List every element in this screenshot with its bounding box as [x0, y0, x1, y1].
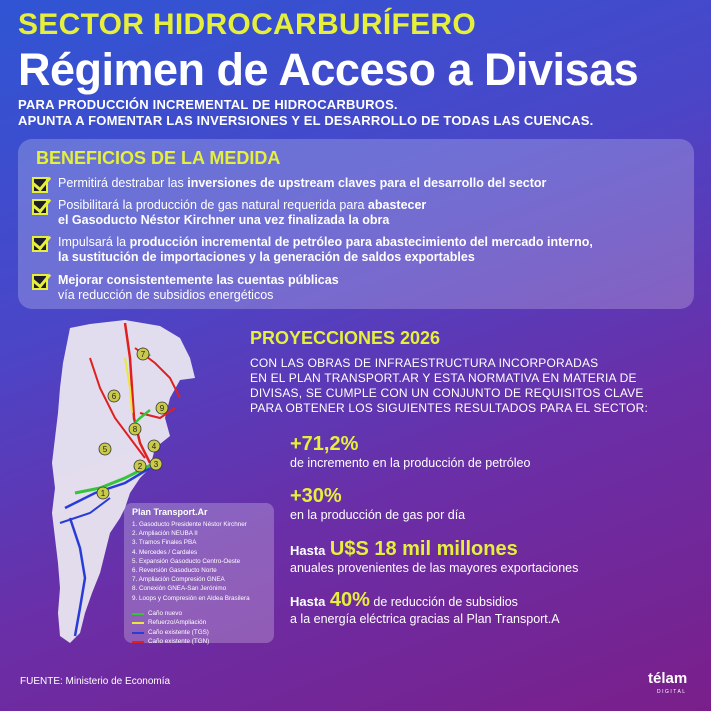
marker-label: 2 — [138, 462, 143, 471]
legend-item: 5. Expansión Gasoducto Centro-Oeste — [132, 557, 241, 565]
stat-value: +30% — [290, 485, 342, 507]
stat-desc: a la energía eléctrica gracias al Plan T… — [290, 612, 560, 626]
legend-item: 9. Loops y Compresión en Aldea Brasilera — [132, 594, 250, 602]
stat-prefix: Hasta — [290, 594, 326, 609]
telam-logo: télam — [648, 670, 688, 687]
checkbox-icon — [32, 274, 48, 290]
legend-line-new: Caño nuevo — [132, 609, 266, 619]
marker-label: 4 — [152, 442, 157, 451]
benefit-text: Posibilitará la producción de gas natura… — [58, 198, 427, 227]
swatch — [132, 641, 144, 644]
telam-logo-sub: DIGITAL — [657, 689, 687, 695]
benefit-item: Mejorar consistentemente las cuentas púb… — [32, 273, 339, 303]
legend-item: 7. Ampliación Compresión GNEA — [132, 576, 225, 584]
legend-line-tgs: Caño existente (TGS) — [132, 628, 266, 638]
marker-label: 5 — [103, 445, 108, 454]
country-shape — [52, 320, 195, 643]
marker-label: 9 — [160, 404, 165, 413]
pipeline-tgn — [139, 407, 176, 420]
stat-value: 40% — [329, 589, 370, 611]
benefit-text: Mejorar consistentemente las cuentas púb… — [58, 273, 339, 302]
stat-oil: +71,2% de incremento en la producción de… — [290, 433, 530, 471]
stat-gas: +30% en la producción de gas por día — [290, 485, 465, 523]
pipeline-tgn — [123, 322, 152, 464]
stat-value: U$S 18 mil millones — [329, 538, 518, 560]
swatch — [132, 612, 144, 615]
checkbox-icon — [32, 199, 48, 215]
legend-item: 4. Mercedes / Cardales — [132, 548, 198, 556]
stat-prefix: Hasta — [290, 543, 326, 558]
legend-line-tgn: Caño existente (TGN) — [132, 637, 266, 647]
projections-intro: CON LAS OBRAS DE INFRAESTRUCTURA INCORPO… — [250, 356, 649, 415]
page-title: Régimen de Acceso a Divisas — [18, 44, 639, 95]
source-note: FUENTE: Ministerio de Economía — [20, 676, 171, 687]
pipeline-reinforcement — [124, 357, 133, 414]
pipeline-tgs — [64, 466, 151, 510]
swatch — [132, 622, 144, 625]
legend-item: 8. Conexión GNEA-San Jerónimo — [132, 585, 227, 593]
benefit-item: Posibilitará la producción de gas natura… — [32, 198, 426, 228]
benefit-text: Permitirá destrabar las inversiones de u… — [58, 176, 547, 190]
legend-item: 6. Reversión Gasoducto Norte — [132, 567, 217, 575]
benefit-item: Impulsará la producción incremental de p… — [32, 235, 593, 265]
benefit-item: Permitirá destrabar las inversiones de u… — [32, 176, 546, 193]
pipeline-new — [74, 461, 156, 495]
subtitle-line-1: PARA PRODUCCIÓN INCREMENTAL DE HIDROCARB… — [18, 97, 398, 112]
pipeline-tgs — [59, 497, 111, 524]
checkbox-icon — [32, 236, 48, 252]
pipeline-tgn — [89, 357, 146, 459]
legend-item: 1. Gasoducto Presidente Néstor Kirchner — [132, 521, 247, 528]
marker-label: 6 — [112, 392, 117, 401]
marker-label: 3 — [154, 460, 159, 469]
legend-line-reinforcement: Refuerzo/Ampliación — [132, 618, 266, 628]
stat-desc: en la producción de gas por día — [290, 508, 466, 522]
benefits-panel: BENEFICIOS DE LA MEDIDA Permitirá destra… — [18, 139, 694, 309]
stat-post: de reducción de subsidios — [369, 595, 518, 609]
argentina-map: 1 2 3 4 5 6 7 8 9 — [30, 318, 250, 648]
stat-value: +71,2% — [290, 433, 359, 455]
map-markers: 1 2 3 4 5 6 7 8 9 — [96, 347, 169, 500]
map-svg: 1 2 3 4 5 6 7 8 9 — [52, 320, 195, 643]
subtitle-line-2: APUNTA A FOMENTAR LAS INVERSIONES Y EL D… — [18, 113, 594, 128]
stat-subsidies: Hasta 40% de reducción de subsidios a la… — [290, 589, 560, 627]
kicker-heading: SECTOR HIDROCARBURÍFERO — [18, 8, 477, 41]
marker-label: 1 — [101, 489, 106, 498]
stat-desc: de incremento en la producción de petról… — [290, 456, 531, 470]
legend-item: 2. Ampliación NEUBA II — [132, 530, 198, 538]
projections-title: PROYECCIONES 2026 — [250, 328, 441, 348]
legend-title: Plan Transport.Ar — [132, 507, 208, 517]
marker-label: 7 — [141, 350, 146, 359]
map-legend: Plan Transport.Ar 1. Gasoducto President… — [124, 503, 274, 645]
legend-item: 3. Tramos Finales PBA — [132, 539, 197, 547]
stat-desc: anuales provenientes de las mayores expo… — [290, 561, 579, 575]
benefit-text: Impulsará la producción incremental de p… — [58, 235, 593, 264]
benefits-title: BENEFICIOS DE LA MEDIDA — [36, 148, 281, 168]
checkbox-icon — [32, 177, 48, 193]
pipeline-tgs — [68, 517, 87, 637]
marker-label: 8 — [133, 425, 138, 434]
swatch — [132, 631, 144, 634]
stat-exports: Hasta U$S 18 mil millones anuales proven… — [290, 538, 578, 576]
